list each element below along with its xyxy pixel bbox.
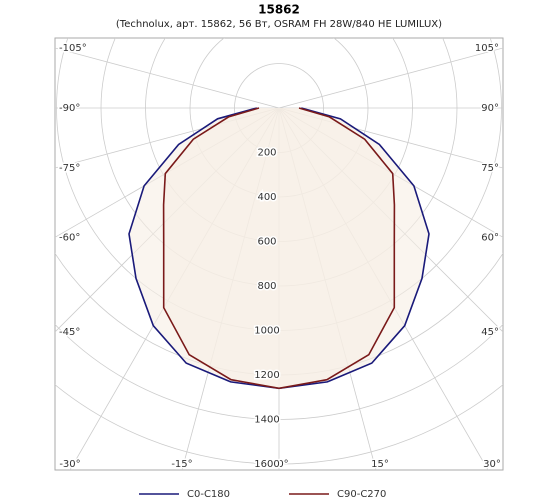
- area-fill: [163, 108, 395, 389]
- r-tick-label: 200: [257, 148, 276, 159]
- theta-tick-label: 0°: [277, 459, 288, 470]
- r-tick-label: 1400: [254, 415, 279, 426]
- r-tick-label: 1600: [254, 459, 279, 470]
- grid-spoke: [278, 47, 503, 109]
- r-tick-label: 600: [257, 237, 276, 248]
- theta-tick-label: 90°: [481, 103, 499, 114]
- r-tick-label: 1000: [254, 326, 279, 337]
- r-tick-label: 800: [257, 281, 276, 292]
- theta-tick-label: 30°: [483, 459, 501, 470]
- theta-tick-label: -60°: [59, 232, 80, 243]
- theta-tick-label: -30°: [59, 459, 80, 470]
- theta-tick-label: 75°: [481, 163, 499, 174]
- legend-label: C90-C270: [337, 489, 386, 500]
- theta-tick-label: 45°: [481, 327, 499, 338]
- chart-title: 15862: [258, 3, 300, 17]
- theta-tick-label: -105°: [59, 43, 87, 54]
- legend-label: C0-C180: [187, 489, 230, 500]
- grid-spoke: [55, 47, 280, 109]
- theta-tick-label: -75°: [59, 163, 80, 174]
- theta-tick-label: 105°: [475, 43, 499, 54]
- theta-tick-label: -90°: [59, 103, 80, 114]
- curve: [162, 107, 396, 390]
- theta-tick-label: 60°: [481, 232, 499, 243]
- chart-subtitle: (Technolux, арт. 15862, 56 Вт, OSRAM FH …: [116, 19, 442, 30]
- r-tick-label: 400: [257, 192, 276, 203]
- theta-tick-label: -15°: [171, 459, 192, 470]
- theta-tick-label: -45°: [59, 327, 80, 338]
- r-tick-label: 1200: [254, 370, 279, 381]
- plot: [128, 107, 430, 390]
- labels: -105° -90° -75° -60° -45° -30° -15° 0° 15° 30° 45°…: [58, 41, 503, 471]
- theta-tick-label: 15°: [371, 459, 389, 470]
